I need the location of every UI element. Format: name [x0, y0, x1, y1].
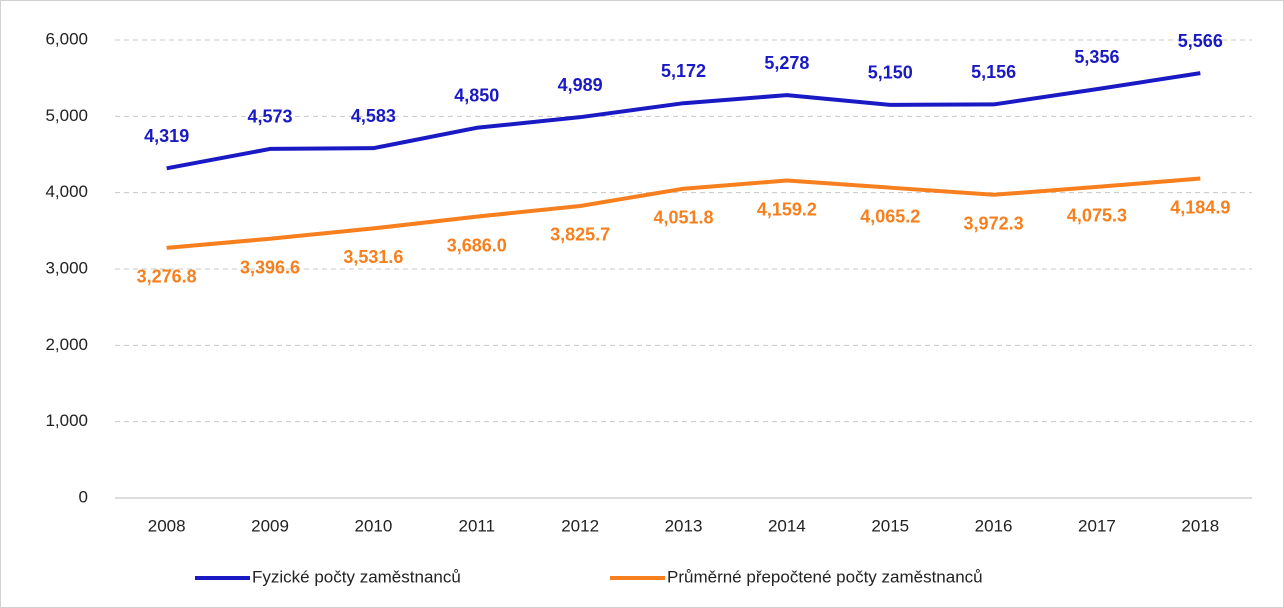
data-label: 3,825.7	[550, 225, 610, 245]
data-label: 5,566	[1178, 31, 1223, 51]
data-label: 4,065.2	[860, 206, 920, 226]
data-label: 4,583	[351, 106, 396, 126]
x-tick-label: 2016	[975, 516, 1013, 535]
x-tick-label: 2008	[148, 516, 186, 535]
data-label: 4,319	[144, 126, 189, 146]
y-tick-label: 2,000	[45, 335, 88, 354]
y-tick-label: 5,000	[45, 106, 88, 125]
x-tick-label: 2012	[561, 516, 599, 535]
data-label: 4,051.8	[653, 207, 713, 227]
data-label: 4,989	[558, 75, 603, 95]
series-line	[166, 176, 1201, 250]
data-label: 4,573	[248, 107, 293, 127]
data-label: 3,972.3	[964, 214, 1024, 234]
y-tick-label: 1,000	[45, 411, 88, 430]
data-label: 5,156	[971, 62, 1016, 82]
x-tick-label: 2015	[871, 516, 909, 535]
data-label: 4,184.9	[1170, 197, 1230, 217]
data-label: 4,075.3	[1067, 206, 1127, 226]
y-tick-label: 3,000	[45, 258, 88, 277]
y-tick-label: 0	[79, 487, 88, 506]
data-label: 4,159.2	[757, 199, 817, 219]
x-tick-label: 2018	[1181, 516, 1219, 535]
x-tick-label: 2011	[458, 516, 495, 535]
data-label: 3,396.6	[240, 257, 300, 277]
data-label: 5,150	[868, 63, 913, 83]
data-label: 5,278	[764, 53, 809, 73]
y-tick-label: 4,000	[45, 182, 88, 201]
y-tick-label: 6,000	[45, 29, 88, 48]
data-label: 5,356	[1074, 47, 1119, 67]
legend-label: Fyzické počty zaměstnanců	[252, 567, 461, 586]
legend-label: Průměrné přepočtené počty zaměstnanců	[667, 567, 983, 586]
data-label: 3,276.8	[137, 267, 197, 287]
series-line	[166, 71, 1201, 171]
data-label: 5,172	[661, 61, 706, 81]
data-label: 4,850	[454, 86, 499, 106]
data-label: 3,531.6	[343, 247, 403, 267]
x-tick-label: 2013	[665, 516, 703, 535]
x-tick-label: 2010	[354, 516, 392, 535]
data-label: 3,686.0	[447, 235, 507, 255]
x-tick-label: 2017	[1078, 516, 1116, 535]
x-tick-label: 2014	[768, 516, 806, 535]
x-tick-label: 2009	[251, 516, 289, 535]
